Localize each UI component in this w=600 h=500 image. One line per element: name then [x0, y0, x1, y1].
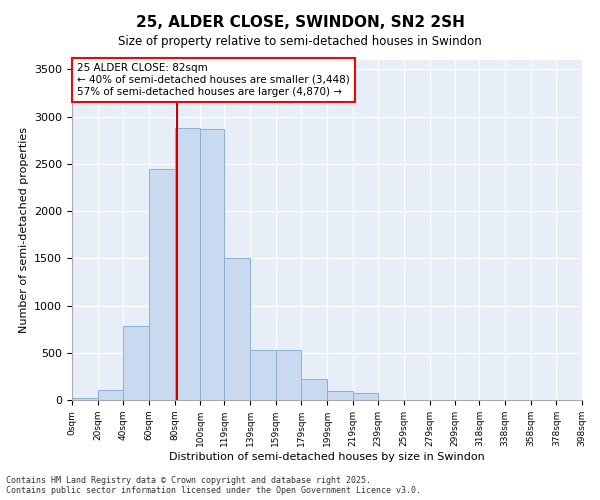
Text: Size of property relative to semi-detached houses in Swindon: Size of property relative to semi-detach… — [118, 35, 482, 48]
Text: Contains HM Land Registry data © Crown copyright and database right 2025.
Contai: Contains HM Land Registry data © Crown c… — [6, 476, 421, 495]
Bar — [327, 391, 353, 400]
Bar — [276, 350, 301, 400]
Bar — [301, 379, 327, 400]
Text: 25 ALDER CLOSE: 82sqm
← 40% of semi-detached houses are smaller (3,448)
57% of s: 25 ALDER CLOSE: 82sqm ← 40% of semi-deta… — [77, 64, 350, 96]
Y-axis label: Number of semi-detached properties: Number of semi-detached properties — [19, 127, 29, 333]
Bar — [353, 394, 378, 400]
X-axis label: Distribution of semi-detached houses by size in Swindon: Distribution of semi-detached houses by … — [169, 452, 485, 462]
Bar — [200, 129, 224, 400]
Bar — [72, 398, 98, 400]
Bar — [224, 258, 250, 400]
Bar — [98, 390, 123, 400]
Bar — [149, 168, 175, 400]
Bar — [250, 350, 276, 400]
Text: 25, ALDER CLOSE, SWINDON, SN2 2SH: 25, ALDER CLOSE, SWINDON, SN2 2SH — [136, 15, 464, 30]
Bar — [123, 326, 149, 400]
Bar — [175, 128, 200, 400]
